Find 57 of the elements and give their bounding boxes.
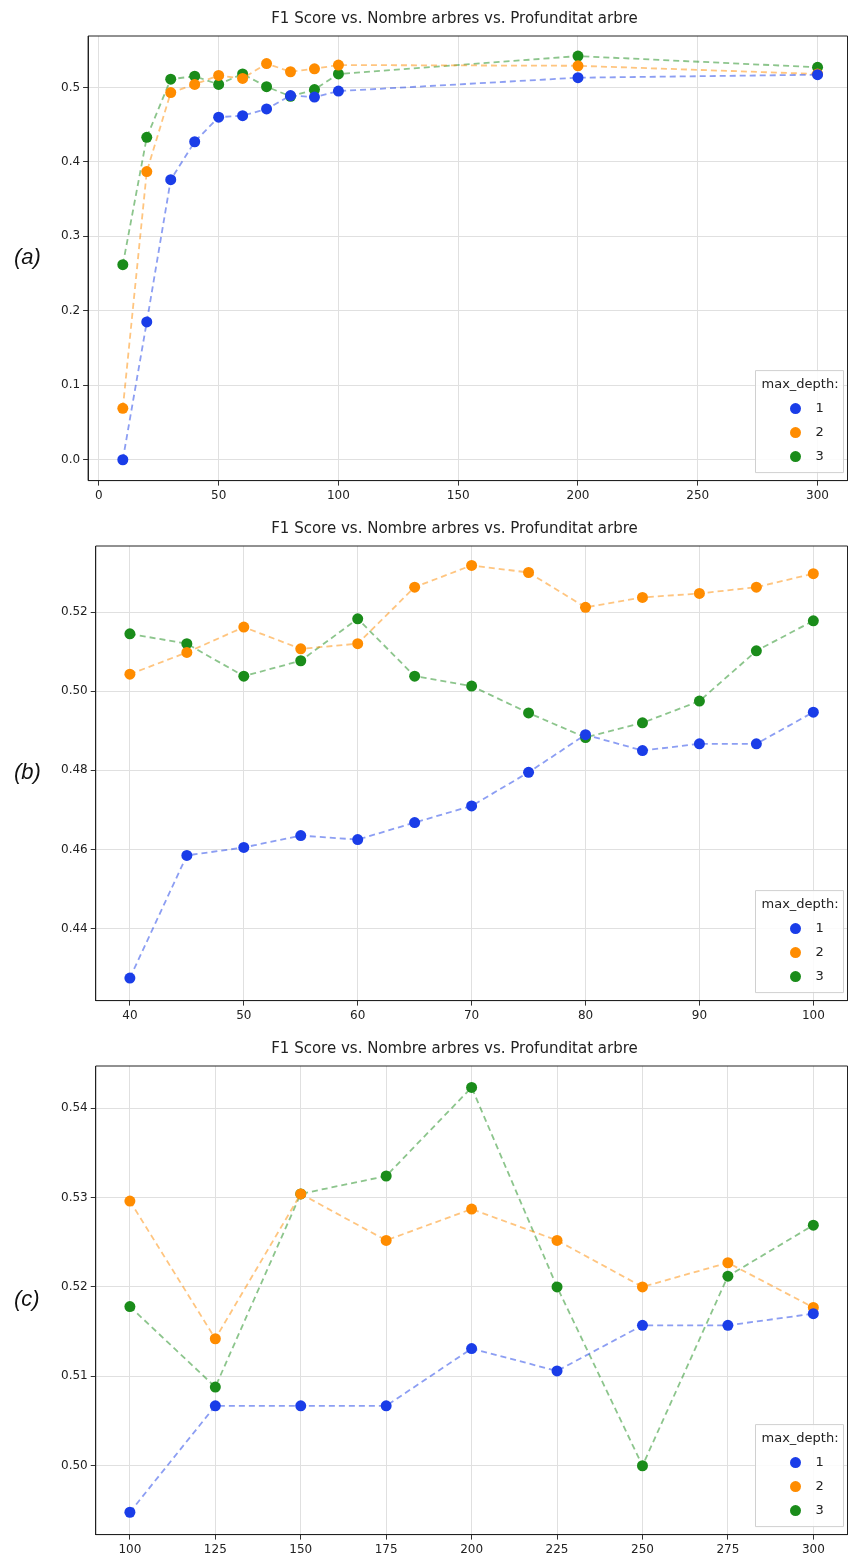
text: (b) — [14, 759, 41, 785]
text: (c) — [14, 1286, 40, 1312]
y-tick-label: 0.50 — [61, 1457, 88, 1472]
chart-title: F1 Score vs. Nombre arbres vs. Profunditat arbre — [271, 518, 638, 537]
legend-label: 2 — [815, 943, 824, 959]
text: (a) — [14, 244, 41, 270]
y-tick-label: 0.2 — [60, 302, 81, 317]
chart-title: F1 Score vs. Nombre arbres vs. Profunditat arbre — [271, 8, 638, 27]
legend-label: 3 — [815, 967, 824, 983]
x-tick-label: 250 — [631, 1541, 654, 1556]
y-tick-label: 0.52 — [61, 1279, 88, 1294]
x-tick-label: 150 — [289, 1541, 313, 1556]
x-tick-label: 100 — [326, 487, 350, 502]
legend-label: 1 — [815, 919, 824, 935]
y-tick-label: 0.4 — [60, 153, 81, 168]
legend-label: 3 — [815, 1501, 824, 1517]
legend-title: max_depth: — [761, 1429, 839, 1445]
legend-label: 2 — [815, 1477, 824, 1493]
x-tick-label: 125 — [203, 1541, 227, 1556]
y-tick-label: 0.1 — [60, 377, 81, 392]
y-tick-label: 0.53 — [61, 1189, 88, 1204]
x-tick-label: 50 — [211, 487, 227, 502]
x-tick-label: 150 — [446, 487, 470, 502]
x-tick-label: 40 — [122, 1007, 138, 1022]
x-tick-label: 200 — [566, 487, 590, 502]
legend-title: max_depth: — [761, 895, 839, 911]
x-tick-label: 300 — [806, 487, 830, 502]
x-tick-label: 100 — [118, 1541, 142, 1556]
y-tick-label: 0.51 — [61, 1368, 88, 1383]
x-tick-label: 225 — [545, 1541, 569, 1556]
legend-label: 2 — [815, 423, 824, 439]
y-tick-label: 0.52 — [61, 604, 88, 619]
y-tick-label: 0.0 — [60, 451, 81, 466]
x-tick-label: 60 — [350, 1007, 366, 1022]
y-tick-label: 0.3 — [60, 228, 81, 243]
chart-title: F1 Score vs. Nombre arbres vs. Profunditat arbre — [271, 1038, 638, 1057]
x-tick-label: 175 — [374, 1541, 398, 1556]
x-tick-label: 200 — [460, 1541, 484, 1556]
y-tick-label: 0.46 — [61, 841, 88, 856]
x-tick-label: 100 — [801, 1007, 825, 1022]
x-tick-label: 300 — [801, 1541, 825, 1556]
x-tick-label: 70 — [463, 1007, 480, 1022]
y-tick-label: 0.54 — [61, 1100, 88, 1115]
x-tick-label: 80 — [577, 1007, 594, 1022]
legend-label: 3 — [815, 447, 824, 463]
y-tick-label: 0.50 — [61, 683, 88, 698]
x-tick-label: 90 — [691, 1007, 708, 1022]
x-tick-label: 250 — [686, 487, 710, 502]
legend-label: 1 — [815, 399, 824, 415]
y-tick-label: 0.44 — [61, 920, 88, 935]
legend-title: max_depth: — [761, 375, 839, 391]
legend-label: 1 — [815, 1453, 824, 1469]
y-tick-label: 0.48 — [61, 762, 88, 777]
x-tick-label: 50 — [236, 1007, 252, 1022]
y-tick-label: 0.5 — [60, 79, 81, 94]
x-tick-label: 0 — [95, 487, 103, 502]
x-tick-label: 275 — [716, 1541, 740, 1556]
